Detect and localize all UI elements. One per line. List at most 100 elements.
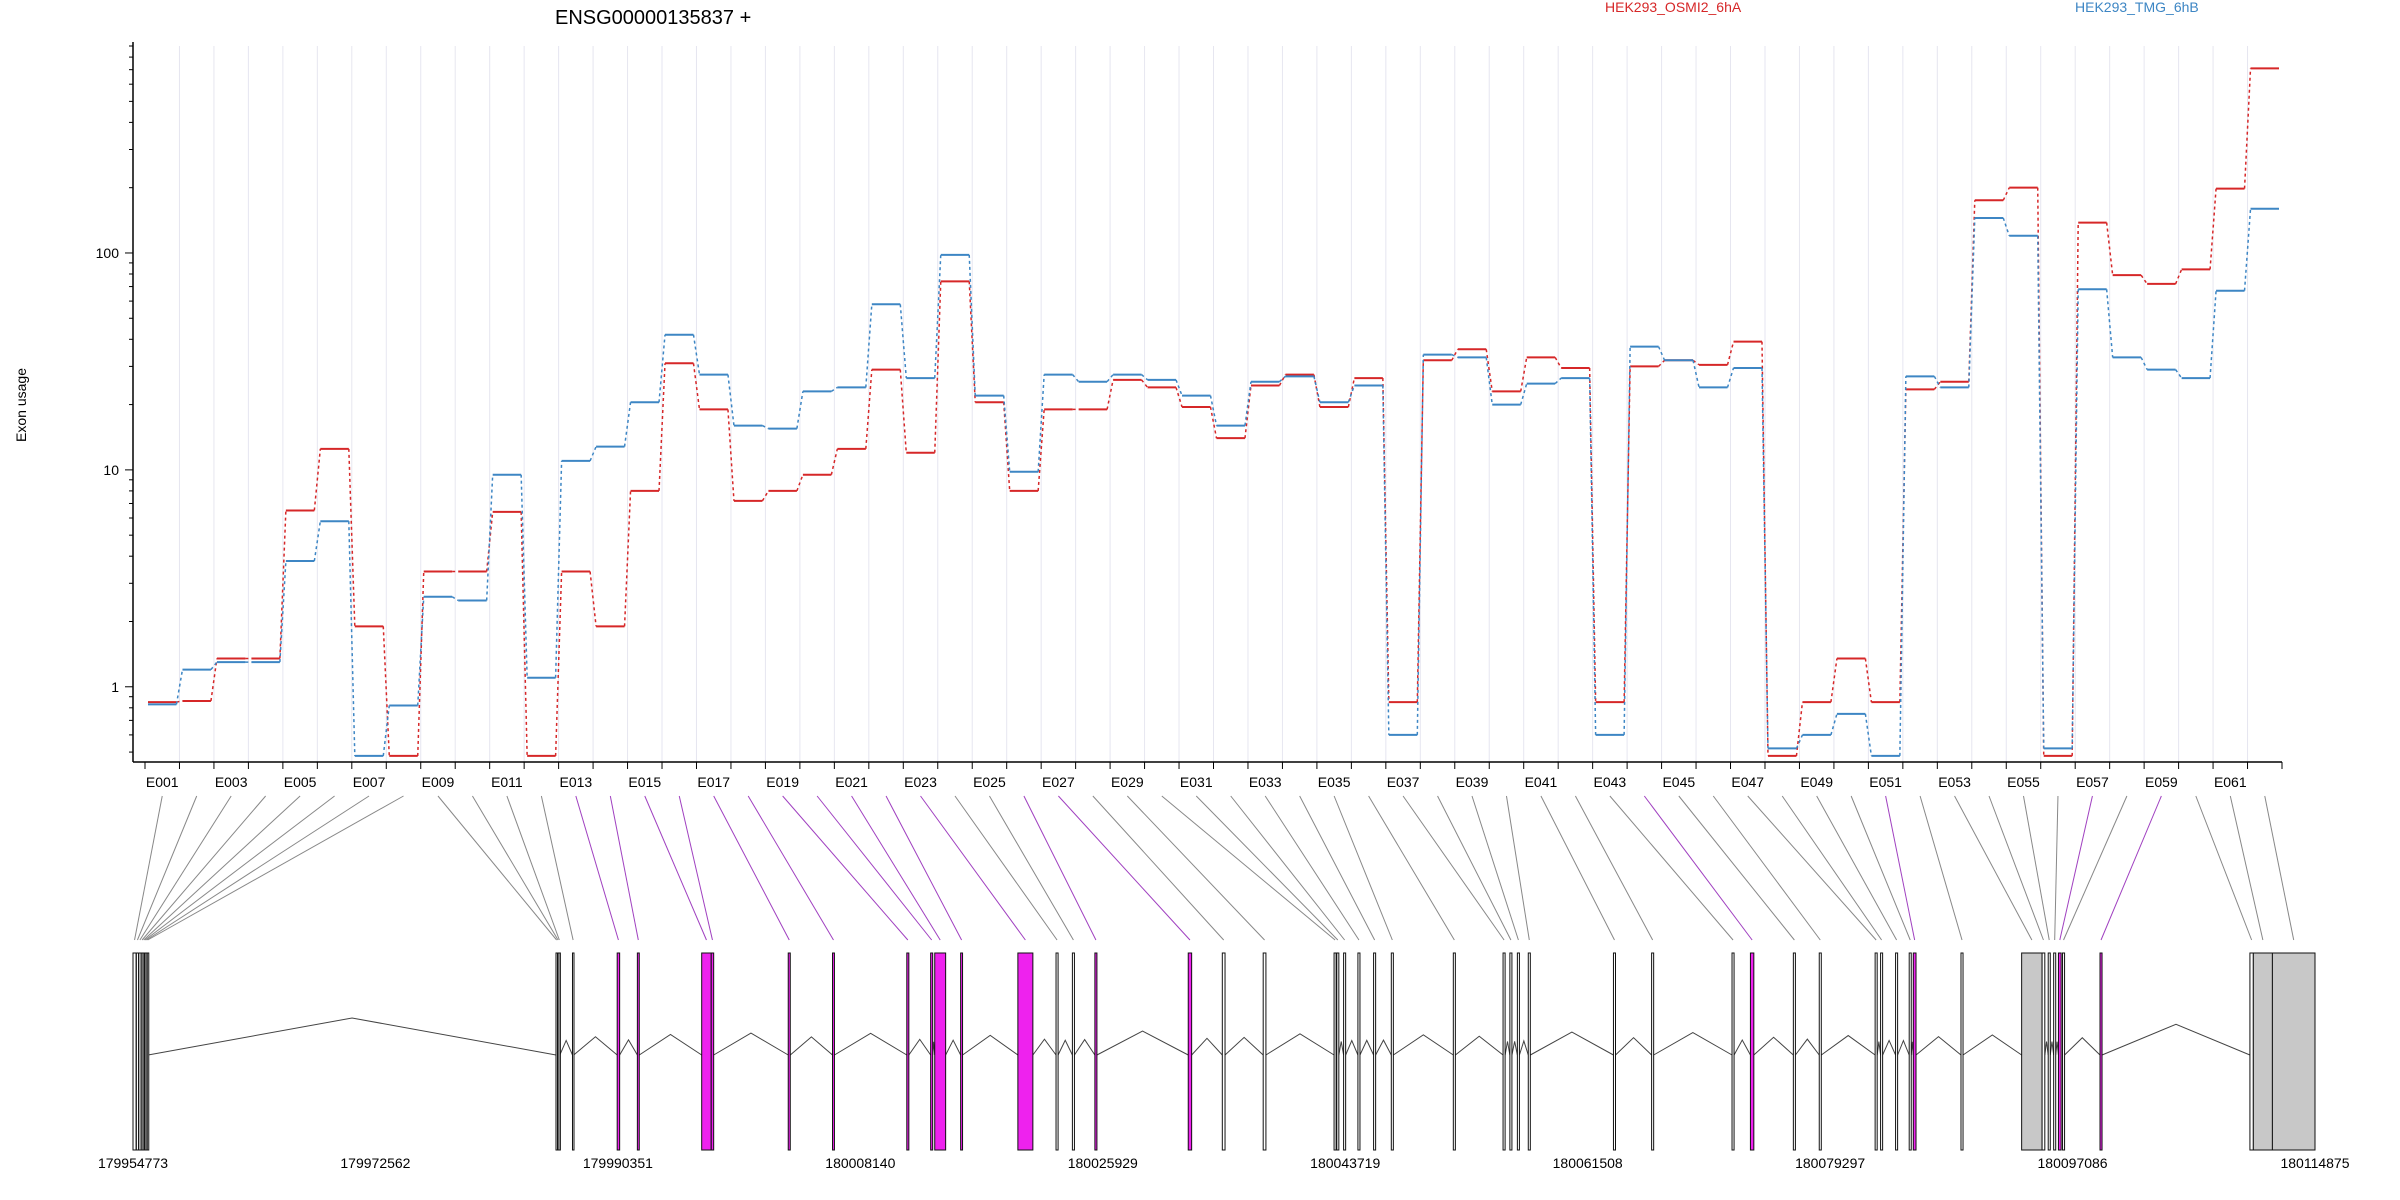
exon [1874, 952, 1878, 1151]
exon [1262, 952, 1267, 1151]
exon-connector [143, 795, 301, 941]
exon-connector [2229, 795, 2264, 941]
coordinate-tick-label: 180114875 [2280, 1155, 2349, 1171]
legend-entry-osmi2: HEK293_OSMI2_6hA [1605, 0, 1742, 15]
exon [1509, 952, 1513, 1151]
exon-connector [954, 795, 1058, 941]
x-tick-label: E045 [1662, 774, 1695, 790]
legend-entry-tmg: HEK293_TMG_6hB [2075, 0, 2199, 15]
coordinate-tick-label: 180061508 [1553, 1155, 1623, 1171]
exon [1187, 952, 1193, 1151]
x-tick-label: E009 [422, 774, 455, 790]
intron-line [2101, 1023, 2251, 1056]
exon-connector [1574, 795, 1654, 941]
x-tick-label: E053 [1938, 774, 1971, 790]
exon-connector [1333, 795, 1393, 941]
exon [1343, 952, 1347, 1151]
exon-connector [1885, 795, 1916, 941]
intron-line [908, 1038, 932, 1056]
exon-connector [1850, 795, 1911, 941]
chart-title: ENSG00000135837 + [555, 7, 751, 29]
intron-line [834, 1032, 908, 1056]
exon [1055, 952, 1059, 1151]
exon [2053, 952, 2057, 1151]
exon [1390, 952, 1394, 1151]
exon [1094, 952, 1098, 1151]
exon-connector [134, 795, 163, 941]
intron-line [1733, 1038, 1751, 1056]
intron-line [1882, 1039, 1897, 1056]
intron-line [945, 1039, 962, 1056]
x-tick-label: E029 [1111, 774, 1144, 790]
coordinate-tick-label: 180043719 [1310, 1155, 1380, 1171]
exon-connector [1816, 795, 1898, 941]
x-tick-label: E021 [835, 774, 868, 790]
exon-connector [2195, 795, 2253, 941]
exon [1960, 952, 1964, 1151]
exon-connector [1471, 795, 1519, 941]
intron-line [1057, 1039, 1073, 1056]
exon [2057, 952, 2062, 1151]
intron-line [559, 1039, 573, 1056]
exon-connector [1954, 795, 2033, 941]
exon-connector [1092, 795, 1225, 941]
exon-connector [1195, 795, 1339, 941]
y-tick-label: 10 [103, 462, 119, 478]
exon-connector [644, 795, 707, 941]
exon-connector [1368, 795, 1455, 941]
exon-connector [609, 795, 639, 941]
series-line [175, 208, 2252, 757]
exon [1221, 952, 1226, 1151]
intron-line [1338, 1041, 1345, 1056]
x-tick-label: E027 [1042, 774, 1075, 790]
exon [1612, 952, 1617, 1151]
intron-line [147, 1017, 557, 1056]
intron-line [638, 1033, 702, 1056]
exon [558, 952, 561, 1151]
exon-connector [144, 795, 335, 941]
x-tick-label: E057 [2076, 774, 2109, 790]
x-tick-label: E019 [766, 774, 799, 790]
exon-connector [139, 795, 232, 941]
exon-connector [1126, 795, 1265, 941]
intron-line [1074, 1038, 1096, 1056]
exon-connector [506, 795, 560, 941]
exon [906, 952, 910, 1151]
intron-line [962, 1034, 1019, 1056]
coordinate-tick-label: 179954773 [98, 1155, 168, 1171]
genomic-coordinate-axis: 179954773 179972562 179990351 180008140 1800… [98, 1155, 2350, 1171]
intron-line [1897, 1039, 1910, 1056]
exon-connector [1988, 795, 2044, 941]
exon-connector [1712, 795, 1821, 941]
exon [1333, 952, 1337, 1151]
exon-connector [1161, 795, 1336, 941]
intron-line [2044, 1041, 2049, 1056]
exon-connector [2022, 795, 2050, 941]
exon-connector [1609, 795, 1734, 941]
exon-connector [989, 795, 1074, 941]
exon [132, 952, 137, 1151]
exon [2041, 952, 2046, 1151]
x-tick-label: E017 [697, 774, 730, 790]
exon-connector [2063, 795, 2128, 941]
axes: 1 10 100 E001 E003 E005 E007 E009 E011 E013 E015 E0… [96, 42, 2283, 790]
coordinate-tick-label: 179990351 [583, 1155, 653, 1171]
x-tick-label: E023 [904, 774, 937, 790]
gridlines [178, 46, 2249, 762]
intron-line [1504, 1041, 1511, 1056]
exon [2252, 952, 2273, 1151]
intron-line [2049, 1041, 2055, 1056]
intron-line [1511, 1041, 1518, 1056]
x-tick-label: E047 [1731, 774, 1764, 790]
exon [616, 952, 621, 1151]
exon-connector [472, 795, 559, 941]
exon [140, 952, 144, 1151]
x-tick-label: E043 [1594, 774, 1627, 790]
x-tick-label: E051 [1869, 774, 1902, 790]
exon-connector [2054, 795, 2059, 941]
intron-line [1962, 1034, 2022, 1056]
x-tick-label: E001 [146, 774, 179, 790]
x-tick-label: E007 [353, 774, 386, 790]
exon [636, 952, 640, 1151]
intron-line [1191, 1037, 1223, 1056]
